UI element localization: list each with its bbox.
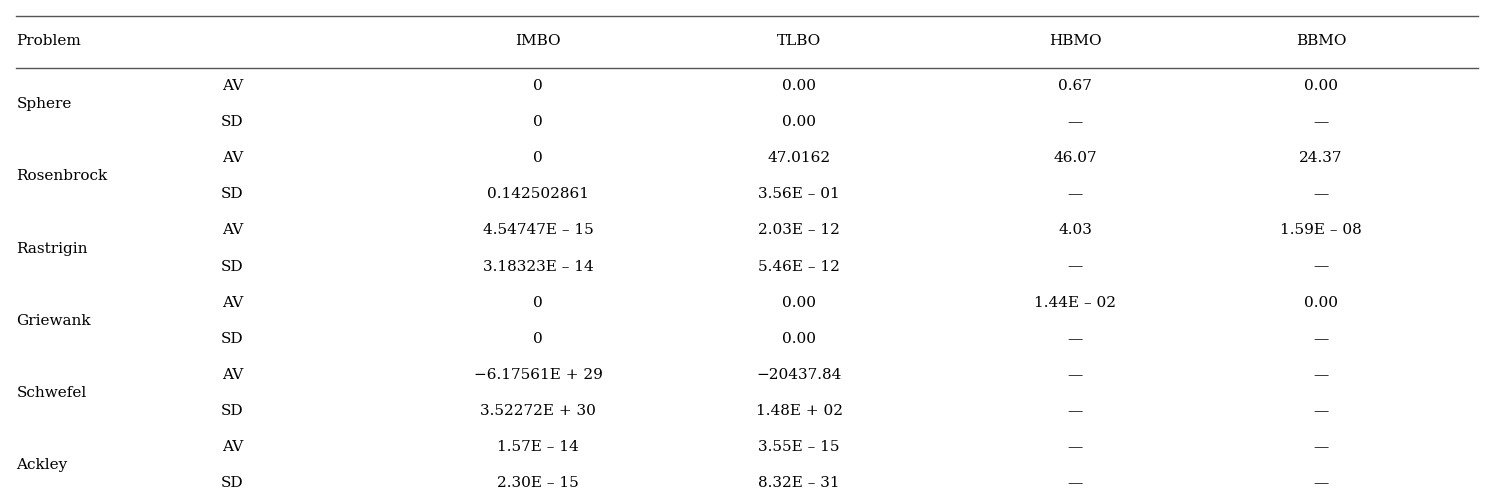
- Text: —: —: [1067, 404, 1083, 418]
- Text: 0.00: 0.00: [783, 331, 816, 346]
- Text: 1.57E – 14: 1.57E – 14: [498, 440, 580, 454]
- Text: 47.0162: 47.0162: [768, 151, 831, 166]
- Text: AV: AV: [223, 79, 244, 93]
- Text: —: —: [1067, 115, 1083, 129]
- Text: Rosenbrock: Rosenbrock: [16, 169, 108, 183]
- Text: Griewank: Griewank: [16, 314, 91, 328]
- Text: 0.142502861: 0.142502861: [487, 187, 589, 201]
- Text: 0.00: 0.00: [783, 115, 816, 129]
- Text: —: —: [1067, 476, 1083, 490]
- Text: AV: AV: [223, 296, 244, 310]
- Text: 3.55E – 15: 3.55E – 15: [759, 440, 840, 454]
- Text: 3.52272E + 30: 3.52272E + 30: [480, 404, 596, 418]
- Text: —: —: [1313, 187, 1328, 201]
- Text: —: —: [1067, 440, 1083, 454]
- Text: AV: AV: [223, 224, 244, 238]
- Text: 0: 0: [533, 296, 544, 310]
- Text: 5.46E – 12: 5.46E – 12: [759, 259, 840, 273]
- Text: 3.18323E – 14: 3.18323E – 14: [483, 259, 593, 273]
- Text: 0.67: 0.67: [1058, 79, 1092, 93]
- Text: 0: 0: [533, 79, 544, 93]
- Text: —: —: [1313, 440, 1328, 454]
- Text: SD: SD: [221, 476, 244, 490]
- Text: HBMO: HBMO: [1049, 34, 1101, 48]
- Text: 46.07: 46.07: [1053, 151, 1097, 166]
- Text: 0.00: 0.00: [1304, 79, 1339, 93]
- Text: 1.59E – 08: 1.59E – 08: [1280, 224, 1363, 238]
- Text: IMBO: IMBO: [515, 34, 562, 48]
- Text: —: —: [1313, 331, 1328, 346]
- Text: 8.32E – 31: 8.32E – 31: [759, 476, 840, 490]
- Text: 4.54747E – 15: 4.54747E – 15: [483, 224, 593, 238]
- Text: 0: 0: [533, 115, 544, 129]
- Text: 2.03E – 12: 2.03E – 12: [759, 224, 840, 238]
- Text: SD: SD: [221, 115, 244, 129]
- Text: —: —: [1067, 368, 1083, 382]
- Text: 0.00: 0.00: [783, 296, 816, 310]
- Text: 24.37: 24.37: [1300, 151, 1343, 166]
- Text: Problem: Problem: [16, 34, 81, 48]
- Text: 1.48E + 02: 1.48E + 02: [756, 404, 843, 418]
- Text: Schwefel: Schwefel: [16, 386, 87, 400]
- Text: —: —: [1067, 259, 1083, 273]
- Text: 0: 0: [533, 331, 544, 346]
- Text: SD: SD: [221, 331, 244, 346]
- Text: —: —: [1313, 368, 1328, 382]
- Text: 0.00: 0.00: [1304, 296, 1339, 310]
- Text: —: —: [1313, 115, 1328, 129]
- Text: 2.30E – 15: 2.30E – 15: [498, 476, 580, 490]
- Text: −6.17561E + 29: −6.17561E + 29: [474, 368, 602, 382]
- Text: Ackley: Ackley: [16, 458, 67, 472]
- Text: SD: SD: [221, 404, 244, 418]
- Text: 1.44E – 02: 1.44E – 02: [1034, 296, 1116, 310]
- Text: −20437.84: −20437.84: [756, 368, 843, 382]
- Text: 3.56E – 01: 3.56E – 01: [759, 187, 840, 201]
- Text: BBMO: BBMO: [1295, 34, 1346, 48]
- Text: 0.00: 0.00: [783, 79, 816, 93]
- Text: —: —: [1067, 187, 1083, 201]
- Text: SD: SD: [221, 187, 244, 201]
- Text: —: —: [1067, 331, 1083, 346]
- Text: AV: AV: [223, 440, 244, 454]
- Text: Rastrigin: Rastrigin: [16, 242, 88, 255]
- Text: —: —: [1313, 404, 1328, 418]
- Text: SD: SD: [221, 259, 244, 273]
- Text: —: —: [1313, 476, 1328, 490]
- Text: Sphere: Sphere: [16, 97, 72, 111]
- Text: 0: 0: [533, 151, 544, 166]
- Text: AV: AV: [223, 151, 244, 166]
- Text: —: —: [1313, 259, 1328, 273]
- Text: AV: AV: [223, 368, 244, 382]
- Text: TLBO: TLBO: [777, 34, 822, 48]
- Text: 4.03: 4.03: [1058, 224, 1092, 238]
